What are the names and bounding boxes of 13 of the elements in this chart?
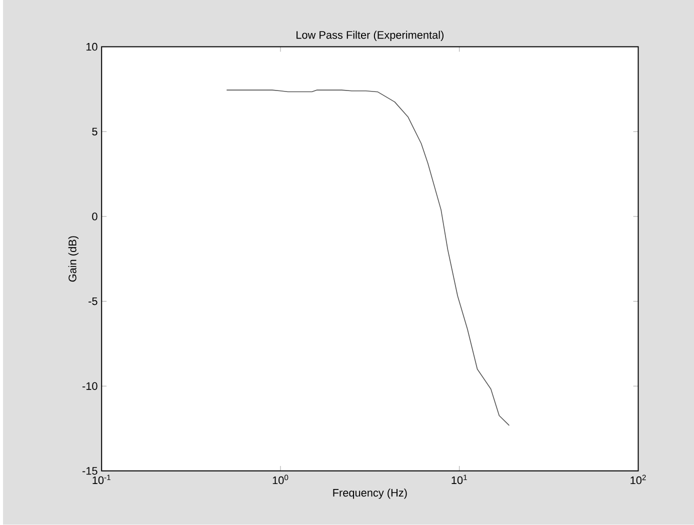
y-axis-title: Gain (dB) [68,236,78,282]
y-tick-label: 0 [92,212,98,220]
x-tick-label: 10$^{1}$ [452,474,467,484]
x-tick-label: 10$^{-1}$ [92,474,110,484]
y-tick-label: 10 [86,43,98,51]
y-tick-label: -15 [82,467,98,475]
y-tick-label: -10 [82,382,98,390]
y-tick-label: 5 [92,128,98,136]
x-tick-label: 10$^{0}$ [272,474,288,484]
y-tick-label: -5 [88,298,98,306]
x-tick-label: 10$^{2}$ [630,474,646,484]
x-axis-title: Frequency (Hz) [333,488,407,499]
chart-title: Low Pass Filter (Experimental) [296,30,444,42]
